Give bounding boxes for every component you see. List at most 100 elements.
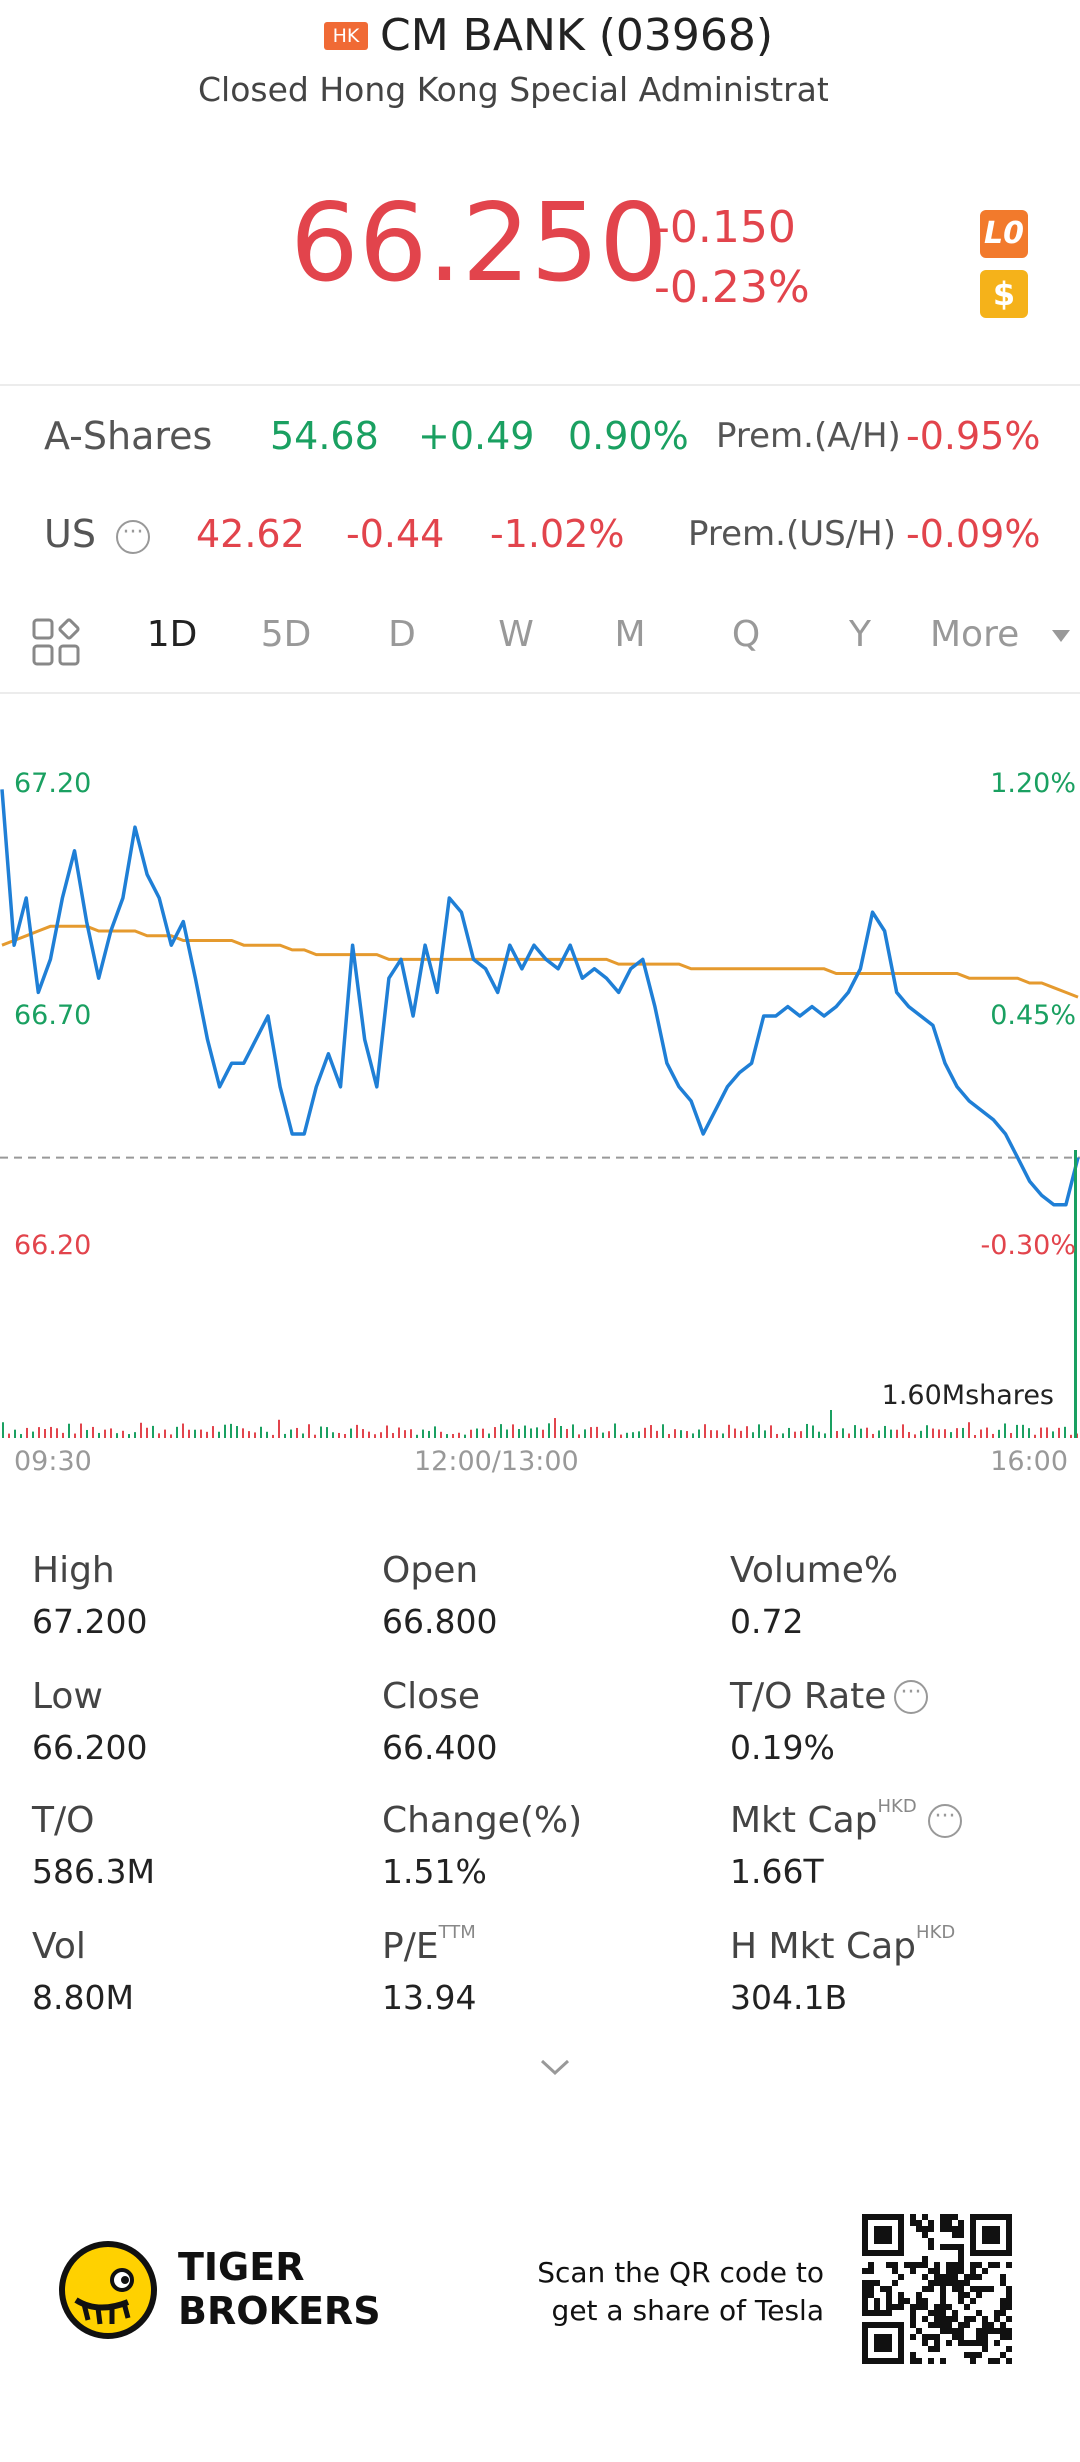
us-price: 42.62 bbox=[196, 512, 305, 556]
stat-value-vol: 8.80M bbox=[32, 1978, 134, 2014]
volume-bar bbox=[170, 1434, 172, 1438]
info-dots-icon[interactable]: ··· bbox=[894, 1680, 928, 1714]
volume-bar bbox=[248, 1431, 250, 1438]
volume-bar bbox=[842, 1428, 844, 1438]
volume-bar bbox=[806, 1423, 808, 1438]
volume-bar bbox=[728, 1424, 730, 1438]
stat-value-change-pct: 1.51% bbox=[382, 1852, 487, 1888]
qr-code-icon[interactable] bbox=[862, 2214, 1012, 2364]
tab-1d[interactable]: 1D bbox=[146, 614, 198, 655]
volume-bar bbox=[380, 1432, 382, 1438]
volume-bar bbox=[482, 1428, 484, 1438]
y-right-mid: 0.45% bbox=[990, 1000, 1076, 1031]
volume-bar bbox=[764, 1430, 766, 1438]
volume-bar bbox=[38, 1427, 40, 1438]
volume-bar bbox=[1034, 1434, 1036, 1438]
volume-bar bbox=[944, 1429, 946, 1438]
volume-bar bbox=[260, 1426, 262, 1438]
volume-bar bbox=[884, 1425, 886, 1438]
volume-bar bbox=[626, 1432, 628, 1438]
volume-bar bbox=[1016, 1424, 1018, 1438]
tab-more[interactable]: More bbox=[930, 614, 1020, 655]
volume-bar bbox=[578, 1434, 580, 1438]
volume-bar bbox=[632, 1432, 634, 1438]
stat-label-mkt-cap: Mkt CapHKD bbox=[730, 1796, 917, 1841]
volume-bar bbox=[836, 1430, 838, 1438]
stat-label-volume-pct: Volume% bbox=[730, 1550, 899, 1591]
chevron-down-icon[interactable] bbox=[1052, 630, 1070, 642]
a-shares-label[interactable]: A-Shares bbox=[44, 414, 213, 458]
volume-bar bbox=[1028, 1428, 1030, 1438]
volume-bar bbox=[500, 1424, 502, 1438]
volume-bar bbox=[434, 1426, 436, 1438]
volume-bar bbox=[794, 1431, 796, 1438]
intraday-chart[interactable] bbox=[0, 740, 1080, 1440]
volume-bar bbox=[464, 1434, 466, 1438]
volume-bar bbox=[68, 1423, 70, 1438]
grid-layout-icon[interactable] bbox=[32, 618, 80, 666]
volume-bar bbox=[788, 1427, 790, 1438]
volume-bar bbox=[686, 1431, 688, 1438]
volume-bar bbox=[26, 1427, 28, 1438]
volume-bar bbox=[896, 1429, 898, 1438]
volume-bar bbox=[182, 1423, 184, 1438]
market-badge: HK bbox=[324, 22, 368, 50]
volume-bar bbox=[194, 1429, 196, 1438]
stat-label-turnover: T/O bbox=[32, 1800, 95, 1841]
us-change-pct: -1.02% bbox=[490, 512, 625, 556]
volume-bar bbox=[152, 1425, 154, 1438]
dollar-badge[interactable]: $ bbox=[980, 270, 1028, 318]
y-left-bottom: 66.20 bbox=[14, 1230, 92, 1261]
volume-bar bbox=[350, 1428, 352, 1438]
tab-q[interactable]: Q bbox=[731, 614, 761, 655]
volume-bar bbox=[644, 1427, 646, 1438]
volume-bar bbox=[8, 1433, 10, 1438]
volume-bar bbox=[44, 1429, 46, 1438]
volume-bar bbox=[740, 1430, 742, 1438]
volume-bar bbox=[1022, 1424, 1024, 1438]
x-label-lunch: 12:00/13:00 bbox=[414, 1446, 579, 1477]
tab-d[interactable]: D bbox=[388, 614, 416, 655]
volume-bar bbox=[908, 1432, 910, 1438]
volume-bar bbox=[320, 1426, 322, 1438]
volume-bar bbox=[518, 1429, 520, 1438]
volume-bar bbox=[122, 1430, 124, 1438]
brand-line2: BROKERS bbox=[178, 2289, 381, 2333]
volume-bar bbox=[980, 1429, 982, 1438]
stat-value-pe: 13.94 bbox=[382, 1978, 477, 2014]
tab-5d[interactable]: 5D bbox=[260, 614, 312, 655]
y-right-top: 1.20% bbox=[990, 768, 1076, 799]
volume-bar bbox=[278, 1419, 280, 1438]
volume-bar bbox=[692, 1433, 694, 1438]
volume-bar bbox=[2, 1422, 4, 1438]
volume-bar bbox=[104, 1429, 106, 1438]
volume-bar bbox=[302, 1433, 304, 1438]
stat-value-open: 66.800 bbox=[382, 1602, 498, 1638]
volume-bar bbox=[1070, 1434, 1072, 1438]
volume-bar bbox=[860, 1428, 862, 1438]
us-label[interactable]: US bbox=[44, 512, 96, 556]
level-badge[interactable]: L0 bbox=[980, 210, 1028, 258]
expand-chevron-icon[interactable] bbox=[538, 2056, 572, 2078]
info-dots-icon[interactable]: ··· bbox=[928, 1804, 962, 1838]
volume-bar bbox=[86, 1429, 88, 1438]
volume-bar bbox=[128, 1434, 130, 1438]
volume-bar bbox=[470, 1429, 472, 1438]
volume-bar bbox=[50, 1426, 52, 1438]
tab-y[interactable]: Y bbox=[849, 614, 871, 655]
brand-line1: TIGER bbox=[178, 2245, 305, 2289]
volume-bar bbox=[242, 1428, 244, 1438]
volume-bar bbox=[386, 1425, 388, 1438]
volume-bar bbox=[710, 1430, 712, 1438]
avg-price-line bbox=[1, 924, 1079, 999]
volume-bar bbox=[488, 1433, 490, 1438]
volume-bar bbox=[272, 1434, 274, 1438]
tab-w[interactable]: W bbox=[498, 614, 534, 655]
stat-value-high: 67.200 bbox=[32, 1602, 148, 1638]
volume-bar bbox=[878, 1430, 880, 1438]
volume-bar bbox=[218, 1431, 220, 1438]
more-dots-icon[interactable]: ··· bbox=[116, 520, 150, 554]
tab-m[interactable]: M bbox=[614, 614, 646, 655]
volume-bar bbox=[734, 1428, 736, 1438]
volume-bar bbox=[440, 1431, 442, 1438]
